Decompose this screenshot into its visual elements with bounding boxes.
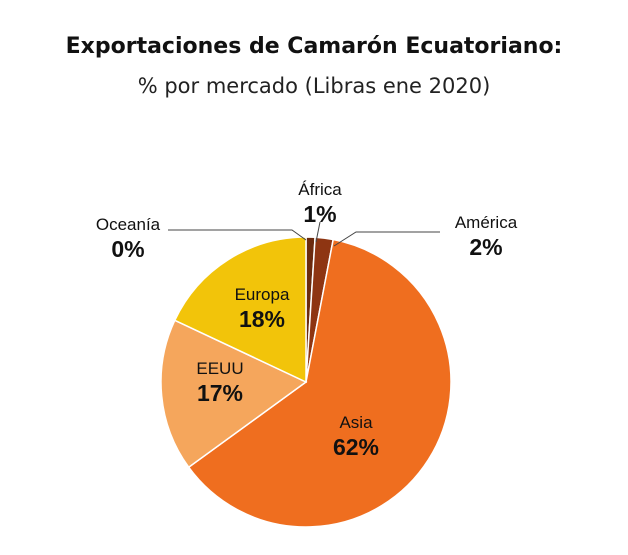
slice-label-europa: Europa [235, 285, 290, 304]
slice-label-asia: Asia [339, 413, 373, 432]
pie-slice-asia [187, 238, 452, 528]
slice-label-eeuu: EEUU [196, 359, 243, 378]
slice-value-america: 2% [469, 234, 502, 260]
leader-line-africa [315, 221, 321, 243]
slice-value-eeuu: 17% [197, 380, 243, 406]
leader-line-america [333, 231, 440, 247]
chart-subtitle: % por mercado (Libras ene 2020) [137, 74, 491, 98]
slice-value-asia: 62% [333, 434, 379, 460]
pie-slice-eeuu [160, 319, 308, 469]
slice-value-europa: 18% [239, 306, 285, 332]
slice-label-oceania: Oceanía [96, 215, 161, 234]
pie-slice-europa [173, 236, 307, 384]
slice-value-oceania: 0% [111, 236, 144, 262]
slice-value-africa: 1% [303, 201, 336, 227]
chart-title: Exportaciones de Camarón Ecuatoriano: [65, 34, 563, 59]
leader-line-oceania [168, 229, 307, 241]
slice-label-africa: África [298, 180, 342, 199]
slice-label-america: América [455, 213, 518, 232]
